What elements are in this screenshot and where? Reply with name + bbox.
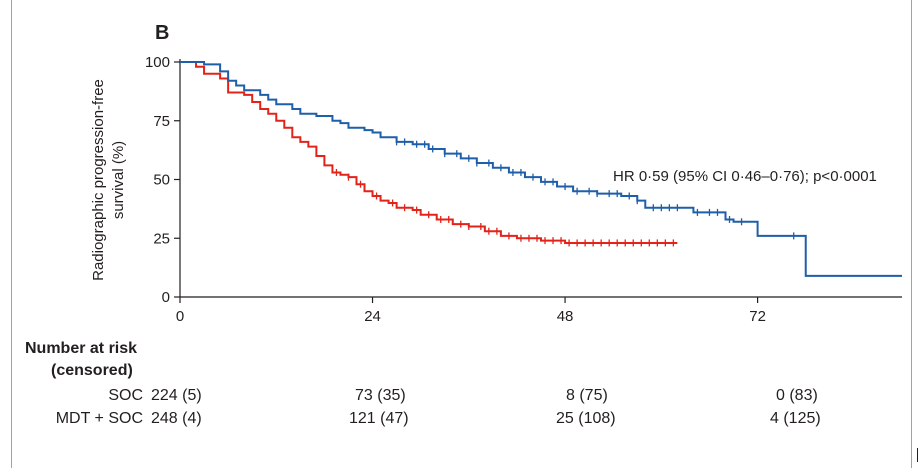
risk-cell-soc-0: 224 (5) [151, 387, 202, 404]
risk-row-label-mdt-soc: MDT + SOC [55, 410, 143, 427]
y-tick-label: 25 [153, 230, 170, 247]
risk-table-title: Number at risk [25, 340, 138, 357]
y-tick-label: 75 [153, 113, 170, 130]
risk-row-label-soc: SOC [108, 387, 143, 404]
y-tick-label: 100 [145, 54, 170, 71]
y-axis-title-line-1: Radiographic progression-free [90, 79, 107, 281]
risk-cell-soc-24: 73 (35) [355, 387, 406, 404]
hazard-ratio-annotation: HR 0·59 (95% CI 0·46–0·76); p<0·0001 [613, 168, 877, 185]
risk-cell-mdt-soc-48: 25 (108) [556, 410, 616, 427]
frame-right-border [911, 0, 912, 468]
y-axis-title-line-2: survival (%) [110, 141, 127, 219]
series-layer [180, 61, 902, 277]
km-chart: B Radiographic progression-free survival… [90, 22, 902, 325]
y-tick-label: 0 [162, 289, 170, 306]
risk-cell-mdt-soc-72: 4 (125) [770, 410, 821, 427]
frame-left-border [11, 0, 12, 468]
risk-cell-soc-48: 8 (75) [566, 387, 608, 404]
km-curve-mdt-soc [180, 61, 902, 277]
axes: 0 25 50 75 100 0 24 48 72 [145, 54, 902, 325]
x-tick-label: 72 [749, 308, 766, 325]
y-tick-label: 50 [153, 172, 170, 189]
x-tick-label: 24 [364, 308, 381, 325]
risk-table-subtitle: (censored) [51, 362, 133, 379]
risk-cell-soc-72: 0 (83) [776, 387, 818, 404]
panel-label: B [155, 22, 169, 44]
y-axis-title: Radiographic progression-free survival (… [90, 79, 127, 281]
risk-cell-mdt-soc-24: 121 (47) [349, 410, 409, 427]
x-tick-label: 48 [557, 308, 574, 325]
frame-corner-mark [917, 448, 918, 462]
x-tick-label: 0 [176, 308, 184, 325]
risk-cell-mdt-soc-0: 248 (4) [151, 410, 202, 427]
